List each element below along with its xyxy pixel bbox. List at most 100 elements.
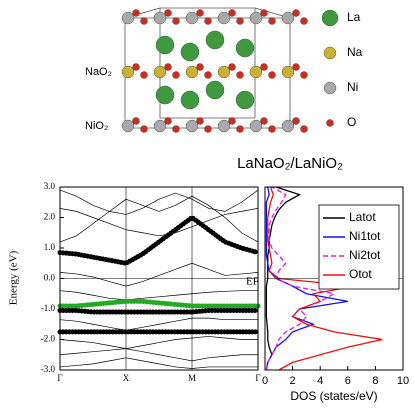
atom xyxy=(153,65,167,79)
atom xyxy=(155,35,175,55)
atom xyxy=(164,9,172,17)
band xyxy=(59,290,259,301)
x-tick-label: 8 xyxy=(372,375,378,387)
atom xyxy=(185,11,199,25)
atom xyxy=(164,117,172,125)
x-tick-label: 2 xyxy=(290,375,296,387)
atom xyxy=(236,17,244,25)
figure-title: LaNaO₂/LaNiO₂ xyxy=(237,155,343,172)
atom xyxy=(140,71,148,79)
atom xyxy=(205,30,225,50)
atom xyxy=(217,119,231,133)
atom xyxy=(121,11,135,25)
atom xyxy=(281,11,295,25)
band xyxy=(59,357,259,369)
atom xyxy=(185,119,199,133)
legend-label: Na xyxy=(347,45,363,59)
atom xyxy=(292,117,300,125)
band xyxy=(59,348,259,362)
legend-symbol xyxy=(321,9,339,27)
atom xyxy=(260,63,268,71)
atom xyxy=(281,119,295,133)
fermi-label: EF xyxy=(246,276,259,288)
legend-label: Ni1tot xyxy=(349,229,381,243)
atom xyxy=(204,71,212,79)
atom xyxy=(140,125,148,133)
legend-label: O xyxy=(347,115,356,129)
band xyxy=(59,262,259,287)
legend-symbol xyxy=(323,46,337,60)
legend-label: Ni xyxy=(347,80,358,94)
atom xyxy=(132,117,140,125)
atom xyxy=(180,90,200,110)
band xyxy=(59,189,259,215)
atom xyxy=(153,119,167,133)
atom xyxy=(172,71,180,79)
atom xyxy=(228,117,236,125)
plot-frame xyxy=(59,186,259,371)
atom xyxy=(204,125,212,133)
atom xyxy=(292,63,300,71)
x-tick-label: X xyxy=(123,373,130,383)
y-tick-label: 0.0 xyxy=(44,273,56,283)
legend-label: La xyxy=(347,10,361,24)
band xyxy=(59,317,259,331)
x-tick-label: 0 xyxy=(262,375,268,387)
band xyxy=(59,195,259,243)
y-tick-label: -3.0 xyxy=(41,364,56,374)
layer-label: NiO₂ xyxy=(85,120,108,132)
atom xyxy=(228,63,236,71)
atom xyxy=(268,17,276,25)
atom xyxy=(172,17,180,25)
atom xyxy=(121,65,135,79)
band xyxy=(57,298,261,309)
atom xyxy=(249,65,263,79)
atom xyxy=(260,117,268,125)
atom xyxy=(236,125,244,133)
atom xyxy=(155,85,175,105)
atom xyxy=(260,9,268,17)
band xyxy=(60,310,258,313)
band xyxy=(59,336,259,350)
atom xyxy=(121,119,135,133)
layer-label: NaO₂ xyxy=(85,66,112,78)
legend-symbol xyxy=(326,119,334,127)
atom xyxy=(185,65,199,79)
x-tick-label: 6 xyxy=(345,375,351,387)
atom xyxy=(300,71,308,79)
atom xyxy=(249,119,263,133)
band xyxy=(59,217,259,264)
y-tick-label: 3.0 xyxy=(44,181,56,191)
atom xyxy=(228,9,236,17)
atom xyxy=(268,125,276,133)
atom xyxy=(300,125,308,133)
atom xyxy=(196,117,204,125)
atom xyxy=(180,42,200,62)
atom xyxy=(292,9,300,17)
y-tick-label: 2.0 xyxy=(44,212,56,222)
atom xyxy=(196,63,204,71)
atom xyxy=(204,17,212,25)
atom xyxy=(217,65,231,79)
legend-label: Ni2tot xyxy=(349,248,381,262)
x-axis-label: DOS (states/eV) xyxy=(290,389,377,403)
band xyxy=(59,208,259,237)
legend-label: Latot xyxy=(349,210,376,224)
atom xyxy=(217,11,231,25)
atom xyxy=(235,38,255,58)
atom xyxy=(235,90,255,110)
atom xyxy=(172,125,180,133)
atom xyxy=(132,63,140,71)
atom xyxy=(249,11,263,25)
atom xyxy=(196,9,204,17)
legend-label: Otot xyxy=(349,267,372,281)
atom xyxy=(300,17,308,25)
y-tick-label: -2.0 xyxy=(41,334,56,344)
y-axis-label: Energy (eV) xyxy=(8,250,20,305)
x-tick-label: M xyxy=(188,373,196,383)
atom xyxy=(132,9,140,17)
x-tick-label: 4 xyxy=(317,375,323,387)
legend-symbol xyxy=(323,81,337,95)
